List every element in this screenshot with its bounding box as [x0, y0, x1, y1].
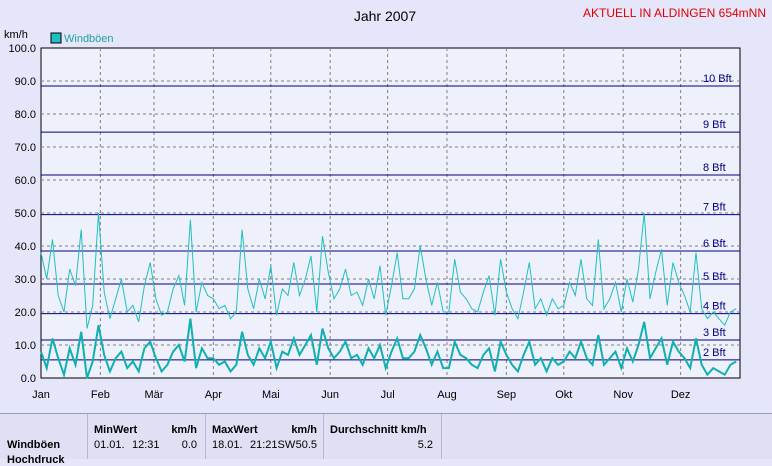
x-tick-label: Sep: [497, 389, 517, 401]
x-tick-label: Okt: [555, 389, 572, 401]
legend-label: Windböen: [64, 33, 114, 45]
max-header: MaxWert: [212, 424, 258, 436]
y-tick-label: 90.0: [15, 76, 36, 88]
x-tick-label: Jan: [32, 389, 50, 401]
min-unit: km/h: [171, 424, 197, 436]
y-tick-label: 30.0: [15, 274, 36, 286]
x-tick-label: Jun: [321, 389, 339, 401]
y-tick-label: 0.0: [21, 373, 36, 385]
y-axis-unit: km/h: [4, 29, 28, 41]
beaufort-label: 4 Bft: [703, 301, 726, 313]
x-tick-label: Feb: [91, 389, 110, 401]
beaufort-label: 5 Bft: [703, 271, 726, 283]
stats-table: Windböen Hochdruck MinWert km/h 01.01. 1…: [0, 413, 772, 466]
stats-avg-column: Durchschnitt km/h 5.2: [324, 414, 442, 459]
y-tick-label: 60.0: [15, 175, 36, 187]
series-line-windboeen: [40, 212, 737, 329]
beaufort-label: 2 Bft: [703, 347, 726, 359]
min-value: 0.0: [181, 439, 197, 451]
avg-header: Durchschnitt km/h: [330, 424, 427, 436]
max-time: 21:21SW: [250, 439, 296, 451]
y-tick-label: 80.0: [15, 109, 36, 121]
stats-row-label-hochdruck: Hochdruck: [7, 454, 65, 466]
beaufort-label: 10 Bft: [703, 73, 732, 85]
data-series: [40, 212, 737, 379]
max-value: 50.5: [295, 439, 317, 451]
x-tick-label: Mai: [262, 389, 280, 401]
y-tick-label: 10.0: [15, 340, 36, 352]
max-unit: km/h: [291, 424, 317, 436]
min-header: MinWert: [94, 424, 138, 436]
stats-max-column: MaxWert km/h 18.01. 21:21SW 50.5: [206, 414, 324, 459]
min-date: 01.01.: [94, 439, 125, 451]
legend-swatch: [50, 32, 62, 44]
beaufort-label: 9 Bft: [703, 119, 726, 131]
beaufort-label: 7 Bft: [703, 202, 726, 214]
x-tick-label: Nov: [613, 389, 633, 401]
beaufort-label: 3 Bft: [703, 327, 726, 339]
stats-row-labels: Windböen Hochdruck: [0, 414, 88, 466]
wind-chart: Jahr 2007 km/h Windböen 2 Bft 3 Bft 4 Bft 5…: [4, 8, 741, 401]
series-line-secondary: [40, 318, 737, 379]
chart-title: Jahr 2007: [354, 8, 416, 24]
y-tick-label: 70.0: [15, 142, 36, 154]
avg-value: 5.2: [417, 439, 433, 451]
grid-lines: [41, 48, 740, 378]
x-tick-label: Dez: [671, 389, 691, 401]
stats-min-column: MinWert km/h 01.01. 12:31 0.0: [88, 414, 206, 459]
stats-row-label-windboeen: Windböen: [7, 439, 61, 451]
x-tick-label: Aug: [437, 389, 457, 401]
beaufort-label: 8 Bft: [703, 162, 726, 174]
axis-labels: 0.0 10.0 20.0 30.0 40.0 50.0 60.0 70.0 80.0 90.0 1…: [8, 43, 690, 401]
status-text: AKTUELL IN ALDINGEN 654mNN: [583, 6, 766, 20]
x-tick-label: Apr: [205, 389, 222, 401]
beaufort-label: 6 Bft: [703, 238, 726, 250]
x-tick-label: Mär: [145, 389, 164, 401]
y-tick-label: 50.0: [15, 208, 36, 220]
x-tick-label: Jul: [381, 389, 395, 401]
y-tick-label: 100.0: [8, 43, 36, 55]
y-tick-label: 20.0: [15, 307, 36, 319]
min-time: 12:31: [132, 439, 160, 451]
y-tick-label: 40.0: [15, 241, 36, 253]
max-date: 18.01.: [212, 439, 243, 451]
